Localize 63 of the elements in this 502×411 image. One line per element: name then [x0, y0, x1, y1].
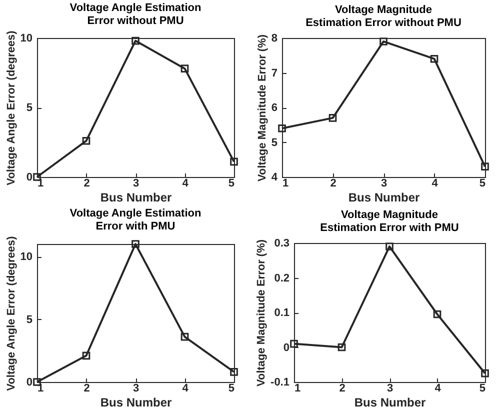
- y-tick-label: 0.1: [274, 307, 290, 319]
- point: [328, 114, 337, 122]
- point: [386, 242, 394, 250]
- y-axis-title: Voltage Angle Error (degrees): [5, 236, 18, 391]
- x-tick-label: 3: [132, 178, 140, 190]
- point: [290, 340, 298, 348]
- chart-title: Voltage Magnitude Estimation Error without PMU: [306, 4, 462, 29]
- x-tick-label: 5: [479, 178, 486, 190]
- y-tick-label: 5: [271, 136, 278, 149]
- x-axis-title: Bus Number: [354, 396, 426, 410]
- point: [180, 64, 189, 72]
- y-axis-title: Voltage Magnitude Error (%): [256, 34, 268, 182]
- point: [481, 369, 489, 378]
- x-tick-label: 3: [380, 178, 388, 190]
- point: [380, 38, 388, 46]
- point: [230, 158, 238, 166]
- x-tick-label: 4: [182, 382, 190, 394]
- x-tick-label: 5: [228, 178, 234, 190]
- point: [132, 240, 140, 248]
- chart-title: Voltage Angle Estimation Error without PMU: [70, 2, 202, 27]
- point: [338, 343, 346, 352]
- x-tick-label: 4: [432, 178, 439, 190]
- point: [82, 136, 90, 145]
- y-tick-label: 5: [26, 102, 32, 114]
- x-tick-label: 5: [479, 382, 486, 394]
- y-axis-title: Voltage Magnitude Error (%): [256, 239, 268, 387]
- y-tick-label: 0: [26, 172, 32, 184]
- x-tick-label: 1: [282, 178, 289, 190]
- x-tick-label: 2: [84, 178, 90, 190]
- x-tick-label: 1: [294, 382, 301, 394]
- point: [180, 332, 189, 341]
- y-tick-label: 10: [20, 251, 32, 264]
- point: [82, 352, 90, 360]
- y-tick-label: 0.3: [274, 238, 290, 250]
- chart-title: Voltage Magnitude Estimation Error with PMU: [320, 209, 459, 234]
- x-tick-label: 2: [330, 178, 336, 190]
- x-tick-label: 3: [386, 382, 394, 394]
- x-tick-label: 3: [132, 382, 140, 394]
- chart-title: Voltage Angle Estimation Error with PMU: [70, 207, 202, 232]
- point: [430, 54, 438, 63]
- x-axis-title: Bus Number: [100, 396, 172, 410]
- y-tick-label: 10: [20, 32, 32, 44]
- point: [433, 310, 442, 318]
- y-tick-label: 7: [271, 67, 278, 80]
- y-tick-label: 0.2: [274, 272, 290, 284]
- y-axis-title: Voltage Angle Error (degrees): [5, 30, 18, 186]
- y-tick-label: -0.1: [270, 376, 290, 388]
- x-axis-title: Bus Number: [348, 190, 420, 204]
- x-axis-title: Bus Number: [100, 190, 172, 204]
- y-tick-label: 6: [271, 102, 278, 114]
- y-tick-label: 8: [271, 32, 278, 44]
- x-tick-label: 5: [228, 382, 234, 394]
- point: [278, 124, 286, 132]
- x-tick-label: 2: [84, 382, 90, 394]
- point: [132, 36, 140, 45]
- point: [230, 368, 238, 376]
- y-tick-label: 0: [26, 376, 32, 388]
- point: [481, 162, 489, 170]
- x-tick-label: 4: [434, 382, 442, 394]
- x-tick-label: 2: [339, 382, 346, 394]
- y-tick-label: 5: [26, 314, 32, 326]
- x-tick-label: 4: [182, 178, 190, 190]
- y-tick-label: 0: [283, 342, 290, 354]
